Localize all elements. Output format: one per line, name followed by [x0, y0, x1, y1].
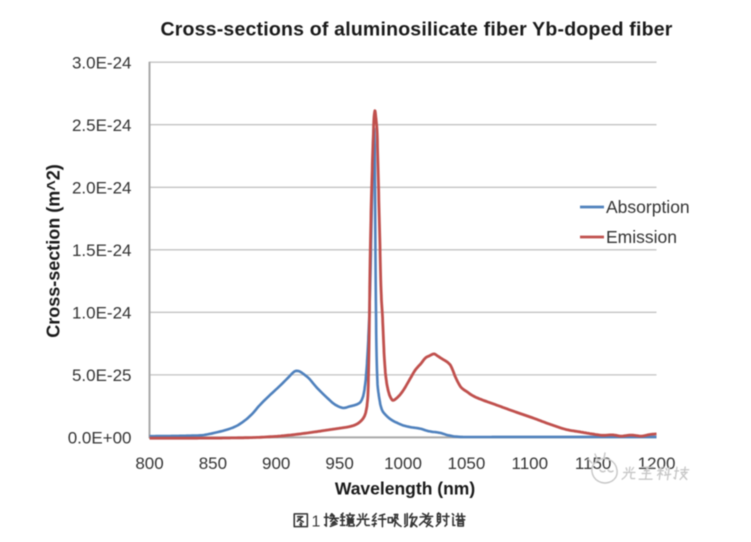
svg-text:Absorption: Absorption: [606, 197, 690, 217]
svg-text:1: 1: [312, 513, 321, 530]
svg-text:1200: 1200: [638, 454, 676, 473]
svg-text:2.5E-24: 2.5E-24: [72, 116, 132, 135]
svg-text:1.5E-24: 1.5E-24: [72, 241, 132, 260]
svg-text:Wavelength (nm): Wavelength (nm): [335, 478, 475, 498]
svg-text:850: 850: [199, 454, 227, 473]
svg-text:Cross-section (m^2): Cross-section (m^2): [44, 164, 64, 338]
svg-text:3.0E-24: 3.0E-24: [72, 53, 132, 72]
svg-text:950: 950: [325, 454, 353, 473]
svg-text:Emission: Emission: [606, 227, 677, 247]
svg-text:1050: 1050: [447, 454, 485, 473]
svg-text:1000: 1000: [384, 454, 422, 473]
svg-text:5.0E-25: 5.0E-25: [72, 366, 132, 385]
svg-text:2.0E-24: 2.0E-24: [72, 179, 132, 198]
svg-text:0.0E+00: 0.0E+00: [68, 429, 132, 448]
svg-text:1150: 1150: [575, 454, 612, 473]
svg-text:1100: 1100: [512, 454, 549, 473]
svg-text:Cross-sections of aluminosilic: Cross-sections of aluminosilicate fiber …: [160, 19, 672, 41]
svg-text:900: 900: [262, 454, 290, 473]
svg-text:1.0E-24: 1.0E-24: [72, 304, 132, 323]
svg-text:800: 800: [135, 454, 163, 473]
